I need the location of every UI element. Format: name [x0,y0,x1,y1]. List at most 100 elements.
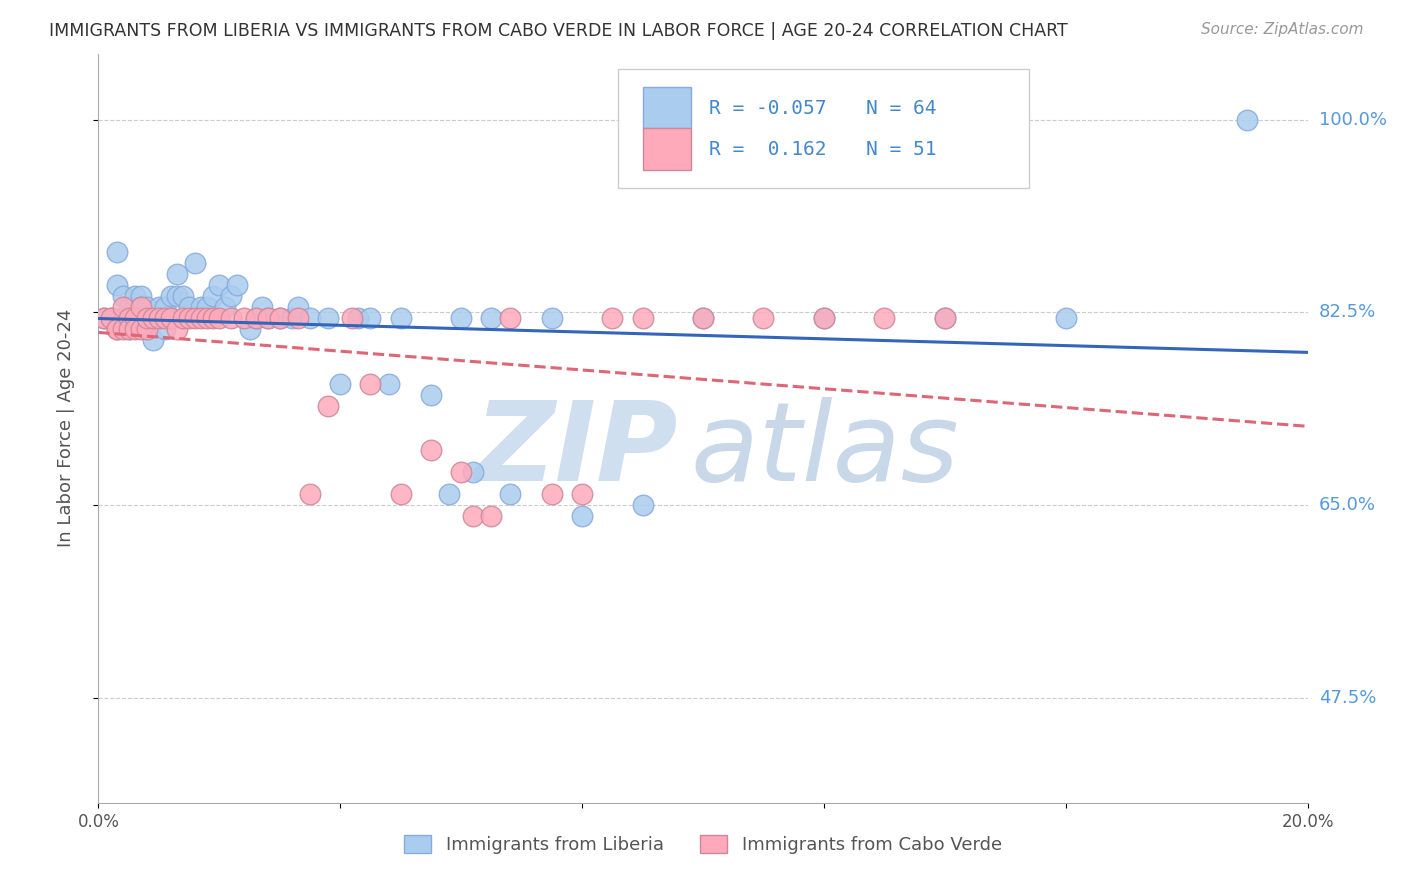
Point [172,310,194,325]
Point [166,289,188,303]
Point [160,310,183,325]
Point [934,310,956,325]
Point [118,300,141,314]
Point [118,322,141,336]
Point [172,289,194,303]
Point [813,310,835,325]
Point [105,322,128,336]
Point [118,310,141,325]
Point [481,310,503,325]
Point [347,310,370,325]
Text: 65.0%: 65.0% [1319,496,1375,515]
Point [813,310,835,325]
Point [129,300,152,314]
Point [190,300,212,314]
Point [135,300,157,314]
Point [250,300,273,314]
Point [100,310,122,325]
Point [142,333,165,347]
Point [142,310,165,325]
Point [342,310,364,325]
Point [437,487,460,501]
Point [299,310,322,325]
Point [214,300,236,314]
Point [256,310,278,325]
Legend: Immigrants from Liberia, Immigrants from Cabo Verde: Immigrants from Liberia, Immigrants from… [396,828,1010,861]
Point [129,300,152,314]
Point [111,322,134,336]
Point [148,310,170,325]
Point [153,300,176,314]
Point [540,310,562,325]
Point [124,310,146,325]
Point [287,310,309,325]
Point [179,310,201,325]
Point [540,487,562,501]
Text: IMMIGRANTS FROM LIBERIA VS IMMIGRANTS FROM CABO VERDE IN LABOR FORCE | AGE 20-24: IMMIGRANTS FROM LIBERIA VS IMMIGRANTS FR… [49,22,1069,40]
Point [160,289,183,303]
Point [172,310,194,325]
Point [498,310,520,325]
Text: ZIP: ZIP [475,397,679,504]
Text: N = 64: N = 64 [866,99,936,118]
Point [135,322,157,336]
Text: atlas: atlas [690,397,959,504]
Point [360,310,382,325]
Point [232,310,254,325]
Point [148,310,170,325]
Point [105,322,128,336]
Point [1236,112,1258,127]
Text: R = -0.057: R = -0.057 [709,99,827,118]
Point [316,310,339,325]
Point [481,509,503,524]
Point [389,487,412,501]
Point [420,388,443,402]
Point [287,300,309,314]
Point [195,310,218,325]
Text: 47.5%: 47.5% [1319,690,1376,707]
Point [179,300,201,314]
Point [202,310,225,325]
Point [420,443,443,458]
Point [135,310,157,325]
Point [166,322,188,336]
FancyBboxPatch shape [619,69,1029,188]
Point [160,310,183,325]
Point [631,310,654,325]
Point [463,509,485,524]
Point [93,310,115,325]
Text: Source: ZipAtlas.com: Source: ZipAtlas.com [1201,22,1364,37]
Point [111,310,134,325]
Point [873,310,896,325]
Point [571,487,593,501]
Point [602,310,624,325]
Point [299,487,322,501]
Point [631,498,654,512]
Point [239,322,262,336]
Point [389,310,412,325]
Point [124,289,146,303]
Point [184,310,207,325]
Text: R =  0.162: R = 0.162 [709,140,827,159]
Point [329,377,352,392]
Point [281,310,304,325]
Point [148,300,170,314]
Point [93,310,115,325]
Point [256,310,278,325]
Point [135,322,157,336]
Point [195,300,218,314]
Point [129,289,152,303]
Y-axis label: In Labor Force | Age 20-24: In Labor Force | Age 20-24 [56,309,75,548]
Point [184,256,207,270]
Point [692,310,714,325]
Point [316,399,339,413]
Point [463,465,485,479]
Point [221,289,243,303]
Point [124,322,146,336]
Point [153,322,176,336]
Point [142,310,165,325]
Text: 82.5%: 82.5% [1319,303,1376,321]
Point [571,509,593,524]
Point [377,377,399,392]
Text: 100.0%: 100.0% [1319,111,1386,128]
